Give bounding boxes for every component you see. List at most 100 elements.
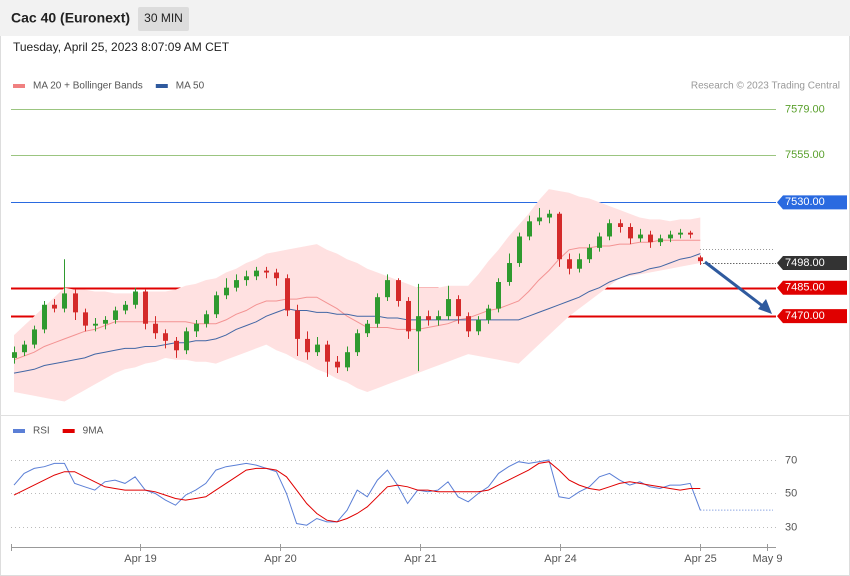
timestamp: Tuesday, April 25, 2023 8:07:09 AM CET bbox=[13, 40, 230, 54]
legend-swatch bbox=[155, 84, 168, 88]
candle-body bbox=[103, 319, 108, 324]
legend-swatch bbox=[13, 84, 25, 88]
candle-body bbox=[577, 259, 582, 269]
candle-body bbox=[365, 323, 370, 334]
candle-body bbox=[133, 291, 138, 305]
candle-body bbox=[486, 308, 491, 320]
candle-body bbox=[466, 316, 471, 332]
candle-body bbox=[607, 223, 612, 237]
candle-body bbox=[153, 323, 158, 334]
candle-body bbox=[476, 319, 481, 332]
title: Cac 40 (Euronext) bbox=[11, 10, 130, 26]
legend-swatch bbox=[13, 429, 25, 433]
rsi-panel: RSI 9MA 70 50 30 Apr 19 Apr 20 Apr 21 Apr 24 Apr … bbox=[11, 426, 797, 565]
candle-body bbox=[668, 234, 673, 239]
candle-body bbox=[688, 232, 693, 235]
level-tag bbox=[777, 280, 847, 295]
candle-body bbox=[62, 293, 67, 309]
candle-body bbox=[254, 270, 259, 277]
candle-body bbox=[113, 310, 118, 320]
candle-body bbox=[315, 344, 320, 353]
level-label: 7555.00 bbox=[785, 149, 825, 161]
line-series bbox=[13, 461, 701, 523]
level-label: 7470.00 bbox=[785, 310, 825, 322]
candle-body bbox=[537, 217, 542, 222]
timeframe-badge[interactable] bbox=[138, 7, 189, 31]
level-label: 7498.00 bbox=[785, 257, 825, 269]
candle-body bbox=[73, 293, 78, 313]
x-tick-label: May 9 bbox=[753, 553, 783, 565]
candle-body bbox=[698, 257, 703, 262]
candle-body bbox=[295, 310, 300, 339]
candle-body bbox=[416, 316, 421, 332]
candle-body bbox=[547, 213, 552, 218]
candle-body bbox=[385, 280, 390, 298]
candle-body bbox=[375, 297, 380, 324]
timeframe[interactable]: 30 MIN bbox=[144, 11, 183, 25]
candle-body bbox=[638, 234, 643, 239]
level-tag bbox=[777, 195, 847, 210]
y-tick-label: 30 bbox=[785, 521, 797, 533]
candle-body bbox=[567, 259, 572, 269]
candle-body bbox=[184, 331, 189, 351]
candle-body bbox=[507, 263, 512, 283]
level-tag bbox=[777, 256, 847, 271]
candle-body bbox=[174, 340, 179, 351]
candle-body bbox=[517, 236, 522, 264]
x-tick-label: Apr 19 bbox=[124, 553, 156, 565]
x-tick-label: Apr 21 bbox=[404, 553, 436, 565]
candle-body bbox=[42, 304, 47, 330]
legend-label: RSI bbox=[33, 426, 50, 437]
candle-body bbox=[355, 333, 360, 353]
candle-body bbox=[587, 247, 592, 260]
candle-body bbox=[456, 299, 461, 317]
x-tick-label: Apr 20 bbox=[264, 553, 296, 565]
level-label: 7530.00 bbox=[785, 196, 825, 208]
level-tag bbox=[777, 309, 847, 324]
candle-body bbox=[436, 316, 441, 320]
forecast-arrowhead bbox=[758, 299, 772, 314]
candle-body bbox=[305, 338, 310, 353]
credit: Research © 2023 Trading Central bbox=[691, 81, 840, 92]
candle-body bbox=[83, 312, 88, 326]
candle-body bbox=[163, 333, 168, 341]
candle-body bbox=[274, 272, 279, 279]
candle-body bbox=[194, 323, 199, 332]
candle-body bbox=[264, 270, 269, 273]
candle-body bbox=[32, 329, 37, 345]
candle-body bbox=[143, 291, 148, 324]
candle-body bbox=[628, 226, 633, 239]
legend-label: MA 20 + Bollinger Bands bbox=[33, 81, 143, 92]
candle-body bbox=[285, 278, 290, 311]
candle-body bbox=[244, 276, 249, 281]
candle-body bbox=[224, 287, 229, 296]
candle-body bbox=[345, 352, 350, 368]
candle-body bbox=[426, 316, 431, 320]
level-label: 7485.00 bbox=[785, 282, 825, 294]
legend-label: MA 50 bbox=[176, 81, 205, 92]
candle-body bbox=[214, 295, 219, 315]
candle-body bbox=[678, 232, 683, 235]
candle-body bbox=[325, 344, 330, 362]
y-tick-label: 70 bbox=[785, 454, 797, 466]
annotations bbox=[700, 249, 775, 314]
candle-body bbox=[123, 304, 128, 311]
candle-body bbox=[204, 314, 209, 324]
x-tick-label: Apr 24 bbox=[544, 553, 576, 565]
y-tick-label: 50 bbox=[785, 487, 797, 499]
legend-swatch bbox=[62, 429, 75, 433]
forecast-arrow bbox=[704, 260, 765, 309]
candle-body bbox=[22, 344, 27, 353]
legend-label: 9MA bbox=[83, 426, 104, 437]
candle-body bbox=[234, 280, 239, 288]
candle-body bbox=[93, 323, 98, 326]
candle-body bbox=[12, 352, 17, 358]
moving-average bbox=[13, 253, 701, 374]
candle-body bbox=[396, 280, 401, 301]
price-panel: MA 20 + Bollinger Bands MA 50 Research © 2… bbox=[11, 81, 847, 402]
candle-body bbox=[658, 238, 663, 243]
line-series bbox=[13, 459, 701, 526]
candle-body bbox=[527, 221, 532, 237]
